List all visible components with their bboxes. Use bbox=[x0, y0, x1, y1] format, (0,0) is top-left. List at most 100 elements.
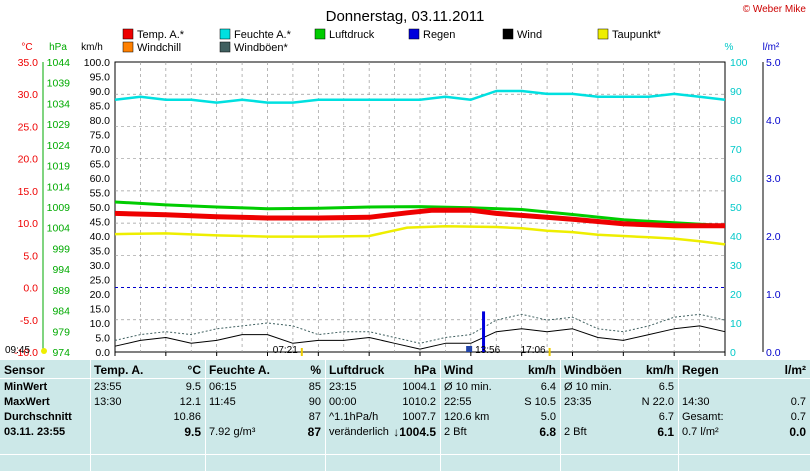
stats-row-label: 03.11. 23:55 bbox=[4, 426, 66, 438]
axis-tick-humidity: 50 bbox=[730, 202, 742, 214]
x-tick-label: 10:00 bbox=[355, 359, 383, 360]
stats-separator bbox=[90, 360, 91, 471]
axis-tick-rain: 3.0 bbox=[766, 173, 781, 185]
axis-tick-wind: 40.0 bbox=[90, 231, 111, 243]
x-tick-label: 22:00 bbox=[660, 359, 688, 360]
stats-cell-value: 1007.7 bbox=[402, 411, 436, 423]
axis-tick-temp: 25.0 bbox=[18, 121, 39, 133]
axis-tick-pressure: 994 bbox=[52, 264, 70, 276]
axis-tick-humidity: 30 bbox=[730, 260, 742, 272]
stats-cell-value: 87 bbox=[308, 411, 321, 423]
legend-swatch bbox=[502, 28, 514, 40]
x-tick-label: 04:00 bbox=[203, 359, 231, 360]
axis-tick-humidity: 90 bbox=[730, 86, 742, 98]
stats-row: 06:15 85 bbox=[205, 379, 325, 395]
stats-separator bbox=[560, 360, 561, 471]
stats-row: 2 Bft 6.8 bbox=[440, 424, 560, 440]
axis-label-temp: °C bbox=[21, 42, 32, 53]
legend-label: Regen bbox=[423, 29, 455, 41]
stats-header-label: Feuchte A. bbox=[209, 363, 270, 377]
sunset-label: 17:06 bbox=[521, 345, 546, 356]
axis-tick-wind: 70.0 bbox=[90, 144, 111, 156]
axis-tick-wind: 25.0 bbox=[90, 275, 111, 287]
axis-tick-temp: 10.0 bbox=[18, 218, 39, 230]
legend-label: Taupunkt* bbox=[612, 29, 662, 41]
stats-row: Durchschnitt bbox=[0, 409, 90, 425]
stats-table: Sensor MinWert MaxWert Durchschnitt 03.11. 2… bbox=[0, 360, 810, 471]
axis-tick-wind: 60.0 bbox=[90, 173, 111, 185]
chart-title: Donnerstag, 03.11.2011 bbox=[326, 8, 485, 25]
stats-row: 23:55 9.5 bbox=[90, 379, 205, 395]
axis-tick-temp: 30.0 bbox=[18, 89, 39, 101]
stats-row-label: Durchschnitt bbox=[4, 411, 72, 423]
stats-cell-value: 90 bbox=[308, 396, 321, 408]
stats-header-label: Temp. A. bbox=[94, 363, 144, 377]
axis-tick-wind: 45.0 bbox=[90, 217, 111, 229]
stats-cell-label: 7.92 g/m³ bbox=[209, 426, 256, 438]
series-line bbox=[114, 89, 726, 104]
legend-swatch bbox=[408, 28, 420, 40]
stats-row: MaxWert bbox=[0, 394, 90, 410]
stats-header-unit: km/h bbox=[527, 363, 556, 377]
stats-header-unit: l/m² bbox=[784, 363, 806, 377]
stats-cell-value: 0.7 bbox=[790, 411, 806, 423]
axis-label-humidity: % bbox=[725, 42, 734, 53]
axis-tick-pressure: 999 bbox=[52, 243, 70, 255]
stats-cell-label: 00:00 bbox=[329, 396, 357, 408]
stats-cell-label: 22:55 bbox=[444, 396, 472, 408]
axis-tick-humidity: 70 bbox=[730, 144, 742, 156]
sunrise-mark bbox=[300, 348, 303, 356]
stats-row: 03.11. 23:55 bbox=[0, 424, 90, 440]
stats-cell-value: 1010.2 bbox=[402, 396, 436, 408]
legend-label: Windchill bbox=[137, 42, 181, 54]
axis-tick-pressure: 974 bbox=[52, 347, 70, 359]
axis-tick-pressure: 989 bbox=[52, 285, 70, 297]
stats-separator bbox=[678, 360, 679, 471]
axis-tick-temp: -5.0 bbox=[20, 315, 38, 327]
stats-separator bbox=[440, 360, 441, 471]
stats-cell-value: 6.7 bbox=[658, 411, 674, 423]
stats-group-humidity: Feuchte A.% 06:15 85 11:45 90 87 7.92 g/m³ 87 bbox=[205, 360, 325, 471]
stats-header-wind: Wind km/h bbox=[440, 362, 560, 378]
stats-separator bbox=[325, 360, 326, 471]
axis-tick-pressure: 979 bbox=[52, 326, 70, 338]
stats-row: 6.7 bbox=[560, 409, 678, 425]
axis-tick-rain: 5.0 bbox=[766, 57, 781, 69]
stats-group-temp: Temp. A. °C 23:55 9.5 13:30 12.1 10.86 9.5 bbox=[90, 360, 205, 471]
stats-header-rain: Regen l/m² bbox=[678, 362, 810, 378]
stats-separator bbox=[0, 378, 810, 379]
axis-tick-rain: 4.0 bbox=[766, 115, 781, 127]
stats-row: 120.6 km 5.0 bbox=[440, 409, 560, 425]
stats-cell-value: 6.5 bbox=[658, 381, 674, 393]
axis-tick-rain: 0.0 bbox=[766, 347, 781, 359]
stats-row: 23:35 N 22.0 bbox=[560, 394, 678, 410]
stats-cell-label: 14:30 bbox=[682, 396, 710, 408]
stats-cell-value: 12.1 bbox=[179, 396, 201, 408]
axis-label-rain: l/m² bbox=[763, 42, 780, 53]
axis-tick-rain: 1.0 bbox=[766, 289, 781, 301]
stats-header-unit: hPa bbox=[413, 363, 436, 377]
stats-header-label: Wind bbox=[444, 363, 474, 377]
stats-cell-value: S 10.5 bbox=[524, 396, 556, 408]
axis-tick-pressure: 1009 bbox=[47, 202, 71, 214]
axis-tick-pressure: 1024 bbox=[47, 140, 71, 152]
stats-separator bbox=[205, 360, 206, 471]
axis-tick-wind: 55.0 bbox=[90, 188, 111, 200]
stats-cell-label: Ø 10 min. bbox=[444, 381, 492, 393]
axis-tick-humidity: 10 bbox=[730, 318, 742, 330]
moonrise-label: 09:45 bbox=[5, 345, 30, 356]
x-tick-label: 20:00 bbox=[610, 359, 638, 360]
stats-cell-label: veränderlich bbox=[329, 426, 389, 438]
sunset-mark bbox=[548, 348, 551, 356]
legend-label: Windböen* bbox=[234, 42, 289, 54]
stats-cell-value: 10.86 bbox=[173, 411, 201, 423]
axis-tick-wind: 85.0 bbox=[90, 101, 111, 113]
stats-group-pressure: Luftdruck hPa 23:15 1004.1 00:00 1010.2 ^1.1hP… bbox=[325, 360, 440, 471]
stats-row: 00:00 1010.2 bbox=[325, 394, 440, 410]
stats-cell-label: Ø 10 min. bbox=[564, 381, 612, 393]
legend-label: Temp. A.* bbox=[137, 29, 185, 41]
axis-tick-pressure: 1014 bbox=[47, 181, 71, 193]
axis-tick-wind: 30.0 bbox=[90, 260, 111, 272]
stats-cell-label: 13:30 bbox=[94, 396, 122, 408]
legend-label: Luftdruck bbox=[329, 29, 375, 41]
